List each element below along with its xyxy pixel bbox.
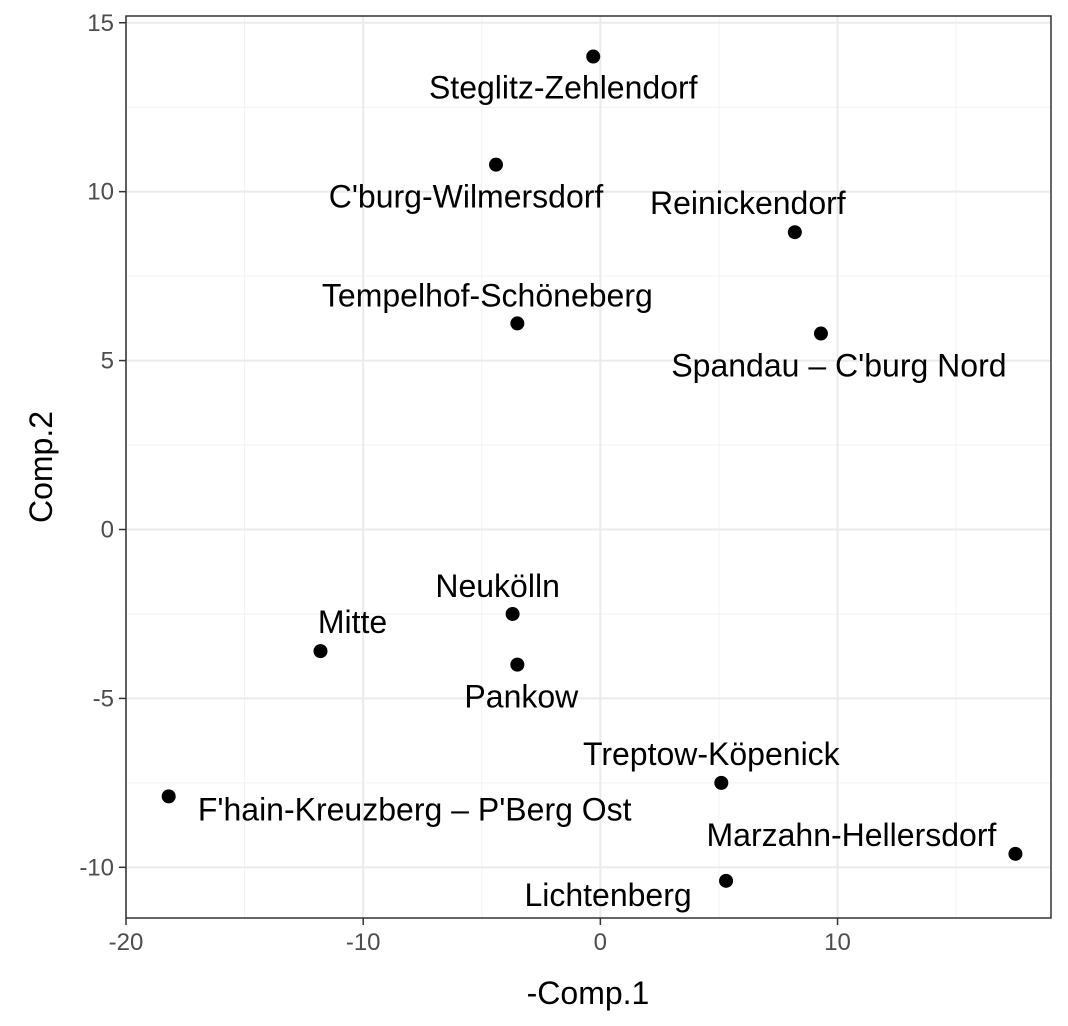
x-tick-label: 0	[594, 929, 607, 956]
plot-panel	[126, 16, 1051, 918]
y-tick-label: 5	[101, 348, 114, 375]
y-tick-label: 15	[87, 10, 114, 37]
data-point	[510, 316, 525, 331]
data-point	[161, 789, 176, 804]
point-label: Steglitz-Zehlendorf	[429, 70, 698, 106]
point-label: Lichtenberg	[524, 877, 691, 913]
data-point	[1008, 846, 1023, 861]
y-tick-label: -5	[93, 685, 114, 712]
y-tick-label: 10	[87, 179, 114, 206]
data-point	[489, 157, 503, 172]
x-tick-label: -20	[109, 929, 144, 956]
y-tick-label: -10	[79, 854, 114, 881]
y-tick-label: 0	[101, 516, 114, 543]
x-tick-label: -10	[346, 929, 381, 956]
axis-ticks	[119, 22, 839, 925]
point-labels: Steglitz-Zehlendorf C'burg-Wilmersdorf Rei…	[198, 70, 1007, 913]
plot-border	[125, 15, 1052, 919]
x-tick-label: 10	[824, 929, 851, 956]
point-label: Treptow-Köpenick	[583, 736, 841, 772]
data-point	[714, 775, 729, 790]
point-label: C'burg-Wilmersdorf	[329, 179, 604, 215]
y-axis-title: Comp.2	[23, 411, 59, 523]
data-point	[813, 326, 828, 341]
point-label: Pankow	[464, 679, 579, 715]
data-point	[313, 644, 328, 659]
point-label: Spandau – C'burg Nord	[671, 348, 1006, 384]
data-points	[161, 49, 1023, 888]
point-label: Mitte	[318, 604, 387, 640]
point-label: Reinickendorf	[650, 185, 846, 221]
point-label: F'hain-Kreuzberg – P'Berg Ost	[198, 791, 632, 827]
minor-grid	[126, 16, 1051, 918]
x-axis-title: -Comp.1	[527, 975, 650, 1011]
data-point	[505, 606, 520, 621]
data-point	[787, 225, 802, 240]
point-label: Neukölln	[435, 568, 560, 604]
point-label: Marzahn-Hellersdorf	[706, 817, 996, 853]
data-point	[586, 49, 601, 64]
data-point	[719, 873, 734, 888]
data-point	[510, 657, 525, 672]
point-label: Tempelhof-Schöneberg	[322, 277, 653, 313]
axis-tick-labels: -20 -10 0 10 15 10 5 0 -5 -10	[79, 10, 851, 956]
